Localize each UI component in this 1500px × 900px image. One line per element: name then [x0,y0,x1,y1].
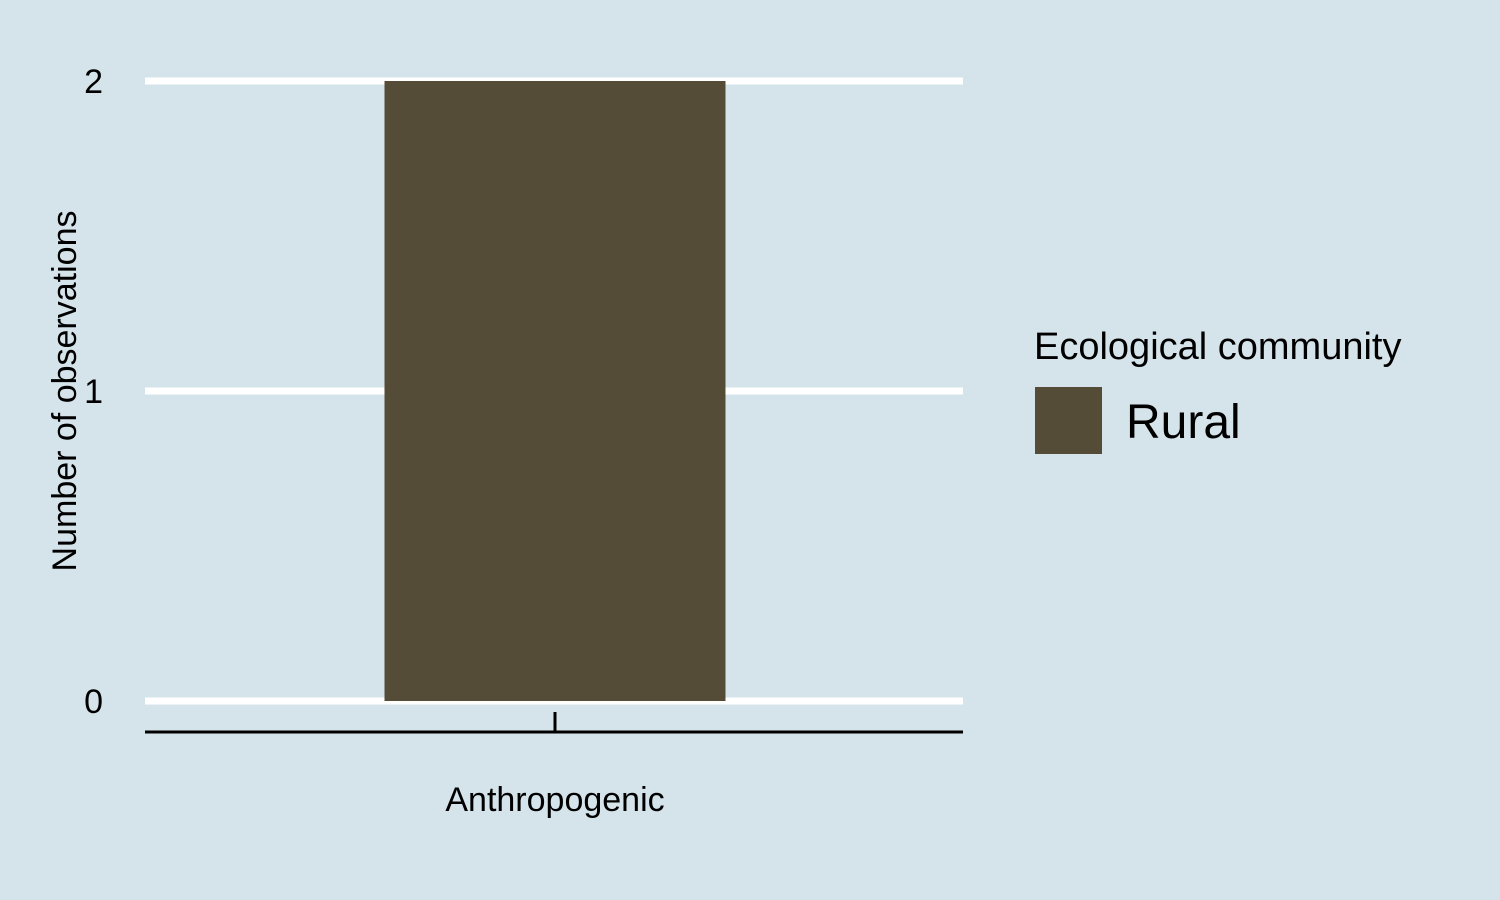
x-axis-ticks: Anthropogenic [445,712,665,819]
y-tick-label-0: 0 [84,683,103,721]
bar-anthropogenic-rural [384,81,726,701]
legend-swatch-rural [1035,387,1102,454]
y-axis-ticks: 0 1 2 [84,63,103,721]
y-tick-label-2: 2 [84,63,103,101]
legend-title: Ecological community [1034,326,1401,368]
legend: Ecological community Rural [1034,326,1401,454]
y-tick-label-1: 1 [84,373,103,411]
bars [384,81,726,701]
y-axis-title: Number of observations [46,211,84,572]
legend-label-rural: Rural [1126,396,1241,449]
x-tick-label-anthropogenic: Anthropogenic [445,781,664,819]
